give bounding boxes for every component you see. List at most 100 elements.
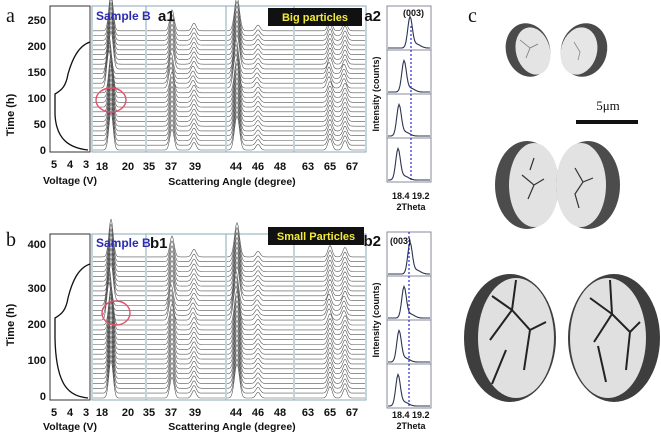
panel-a-trace-0-1 xyxy=(147,128,225,151)
panel-a-trace-16-0 xyxy=(93,35,145,74)
panel-b-trace-11-0 xyxy=(93,306,145,345)
panel-a-trace-2-0 xyxy=(93,102,145,141)
panel-a-angle-tick-67: 67 xyxy=(346,161,358,173)
panel-a-diffraction-traces xyxy=(93,0,365,151)
panel-b-angle-tick-39: 39 xyxy=(189,407,201,419)
panel-b-voltage-curve xyxy=(54,263,91,399)
panel-b-inset-curve-1 xyxy=(388,284,430,319)
panel-a-trace-14-2 xyxy=(226,48,293,84)
panel-b-inset-curve-2 xyxy=(388,328,430,363)
panel-a-trace-22-1 xyxy=(147,23,225,46)
panel-b-trace-7-2 xyxy=(227,328,293,365)
panel-a-angle-label: Scattering Angle (degree) xyxy=(168,176,295,188)
panel-a-trace-2-2 xyxy=(226,105,293,141)
panel-b-angle-tick-67: 67 xyxy=(346,407,358,419)
panel-b-trace-28-3 xyxy=(295,249,365,262)
panel-a-ytick-0: 0 xyxy=(40,145,46,157)
panel-a-trace-10-1 xyxy=(147,80,225,103)
panel-b-trace-2-1 xyxy=(147,366,225,389)
panel-b-angle-label: Scattering Angle (degree) xyxy=(168,421,295,433)
panel-a-trace-7-0 xyxy=(93,78,145,117)
panel-b-trace-0-2 xyxy=(227,362,293,399)
panel-a-trace-21-1 xyxy=(147,28,225,51)
panel-a-trace-18-1 xyxy=(147,42,225,65)
panel-a-angle-tick-44: 44 xyxy=(230,161,243,173)
panel-a-yaxis-label: Time (h) xyxy=(5,93,17,136)
panel-b-trace-4-2 xyxy=(227,343,293,379)
panel-a-trace-6-2 xyxy=(226,86,293,122)
panel-a-frame-2 xyxy=(145,5,227,153)
panel-a-trace-12-1 xyxy=(147,71,225,94)
panel-b-trace-12-2 xyxy=(227,304,293,340)
panel-b-trace-10-1 xyxy=(147,327,225,350)
panel-a-trace-13-2 xyxy=(226,52,293,89)
panel-b-sample-label: Sample B xyxy=(96,236,151,250)
panel-b-trace-24-1 xyxy=(147,259,225,282)
panel-b-trace-28-1 xyxy=(147,240,225,262)
panel-a-trace-0-3 xyxy=(295,138,365,151)
panel-a-trace-14-0 xyxy=(93,45,145,84)
panel-b-trace-15-1 xyxy=(147,303,225,326)
panel-b-trace-23-1 xyxy=(147,264,225,287)
panel-b-trace-22-3 xyxy=(295,279,365,292)
panel-a-frame-4 xyxy=(293,5,367,153)
panel-a-frame-1 xyxy=(91,5,147,153)
panel-b-trace-25-0 xyxy=(93,238,145,277)
panel-a-trace-15-3 xyxy=(295,66,365,79)
panel-b-ytick-0: 0 xyxy=(40,391,46,403)
panel-a-voltage-curve xyxy=(54,41,91,151)
panel-a-trace-3-2 xyxy=(226,100,293,136)
panel-a-trace-25-1 xyxy=(147,9,225,32)
panel-a-trace-24-2 xyxy=(227,0,293,36)
particle-small-left xyxy=(505,23,551,77)
panel-b-trace-26-0 xyxy=(93,233,145,272)
panel-b-trace-27-0 xyxy=(93,228,145,267)
panel-b-trace-6-2 xyxy=(227,333,293,370)
panel-a-trace-18-0 xyxy=(93,26,145,65)
panel-b-trace-26-1 xyxy=(147,249,225,272)
panel-b-trace-19-1 xyxy=(147,283,225,306)
panel-b-trace-22-0 xyxy=(93,252,145,292)
panel-b-voltage-frame xyxy=(49,233,91,401)
panel-a-voltage-label: Voltage (V) xyxy=(43,175,97,187)
panel-a-trace-23-1 xyxy=(147,18,225,41)
panel-a-letter: a xyxy=(6,5,15,27)
panel-b-trace-10-3 xyxy=(295,337,365,350)
panel-b-trace-25-1 xyxy=(147,254,225,277)
panel-b-trace-24-3 xyxy=(295,269,365,282)
panel-b-trace-8-2 xyxy=(226,324,293,360)
panel-b-trace-29-1 xyxy=(147,235,225,258)
panel-a-trace-16-1 xyxy=(147,52,225,74)
panel-a-trace-5-3 xyxy=(295,114,365,127)
panel-c-letter: c xyxy=(468,5,477,27)
panel-b-trace-18-0 xyxy=(93,272,145,311)
panel-b-trace-13-3 xyxy=(295,322,365,335)
panel-a-voltage-tick-3: 3 xyxy=(83,159,89,171)
panel-a-trace-7-1 xyxy=(147,94,225,117)
panel-b-trace-23-3 xyxy=(295,274,365,287)
panel-a-ytick-50: 50 xyxy=(34,119,46,131)
panel-b-trace-19-2 xyxy=(226,270,293,306)
panel-a-trace-6-1 xyxy=(147,99,225,122)
panel-b-trace-26-2 xyxy=(226,236,293,272)
panel-a-trace-21-0 xyxy=(93,11,145,51)
panel-a-trace-25-0 xyxy=(93,0,145,32)
panel-b-trace-29-2 xyxy=(226,221,293,258)
particle-small-right xyxy=(560,23,608,77)
panel-a-trace-12-0 xyxy=(93,54,145,94)
panel-a-trace-7-2 xyxy=(227,81,293,117)
panel-a: a Time (h) 0 50 100 150 200 250 5 4 3 Vo… xyxy=(5,0,432,212)
panel-a-trace-1-0 xyxy=(93,107,145,146)
panel-b-trace-9-3 xyxy=(295,342,365,355)
panel-b-trace-16-3 xyxy=(295,308,365,321)
panel-b-trace-11-3 xyxy=(295,332,365,345)
panel-b-frame-4 xyxy=(293,233,367,401)
panel-b-trace-25-2 xyxy=(227,241,293,277)
panel-b-trace-18-1 xyxy=(147,288,225,311)
panel-a-trace-4-0 xyxy=(93,92,145,132)
panel-b-banner: Small Particles xyxy=(277,231,355,243)
panel-b-trace-5-3 xyxy=(295,361,365,374)
panel-b-trace-0-3 xyxy=(295,386,365,399)
panel-a-angle-tick-39: 39 xyxy=(189,161,201,173)
panel-a-voltage-frame xyxy=(49,5,91,153)
